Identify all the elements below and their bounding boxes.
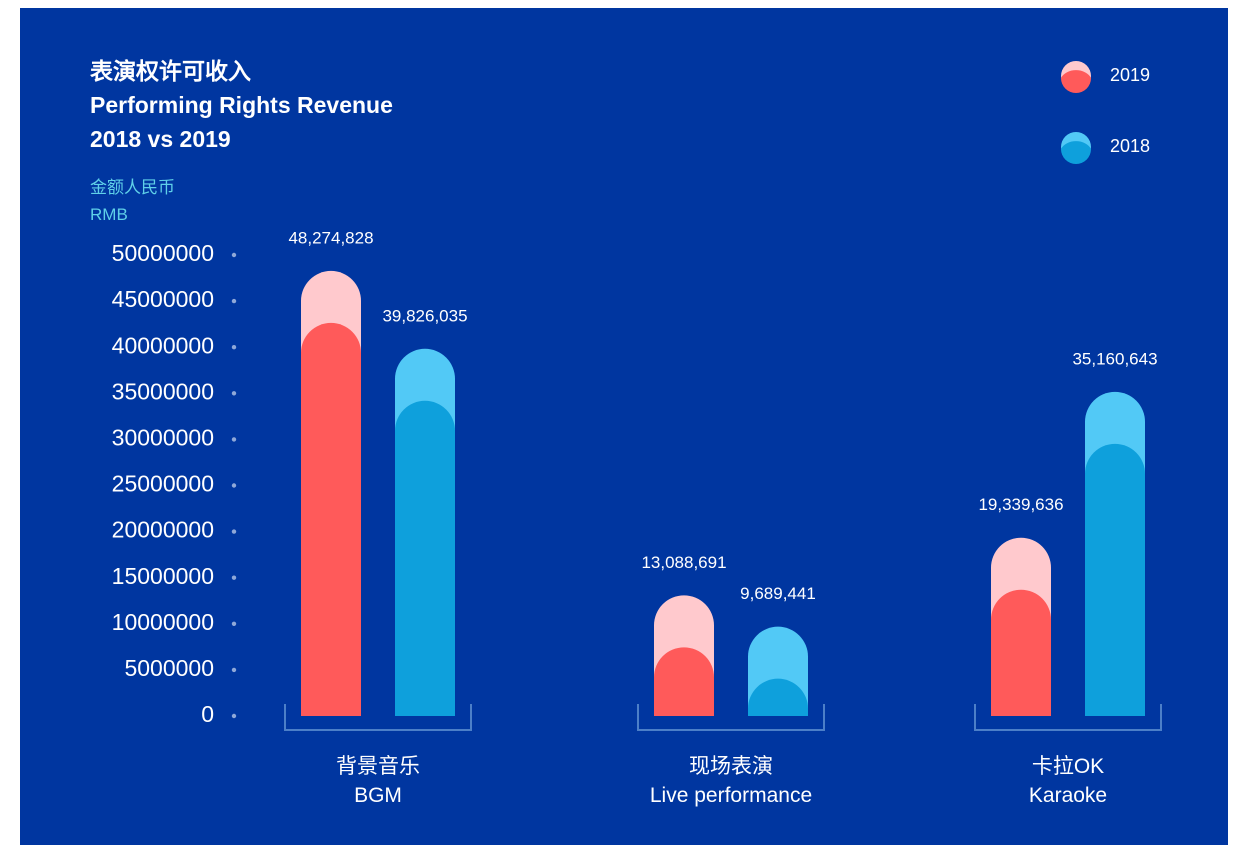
tick-mark [231, 575, 237, 580]
tick-mark [231, 483, 237, 488]
data-label: 9,689,441 [740, 584, 816, 603]
data-label: 48,274,828 [288, 228, 373, 247]
bar-body [748, 678, 808, 716]
y-tick-label: 30000000 [112, 424, 214, 450]
y-axis-label: 金额人民币 RMB [90, 178, 175, 224]
y-tick-label: 10000000 [112, 609, 214, 635]
tick-mark [231, 252, 237, 258]
x-tick-label: 背景音乐 BGM [336, 755, 420, 807]
y-tick-label: 5000000 [124, 655, 214, 681]
legend-swatch-body [1061, 141, 1091, 164]
legend-label: 2019 [1110, 65, 1150, 85]
tick-mark [231, 345, 237, 350]
y-tick-label: 45000000 [112, 286, 214, 312]
y-tick-label: 40000000 [112, 332, 214, 358]
bar-body [1085, 443, 1145, 716]
bar-body [654, 647, 714, 716]
tick-mark [231, 437, 237, 442]
group-bracket [284, 704, 472, 731]
y-tick-label: 0 [201, 701, 214, 727]
group-bracket [637, 704, 825, 731]
bar-body [301, 322, 361, 716]
y-tick-label: 20000000 [112, 517, 214, 543]
tick-mark [231, 529, 237, 534]
x-tick-label: 卡拉OK Karaoke [1028, 755, 1108, 807]
legend-label: 2018 [1110, 136, 1150, 156]
y-tick-label: 50000000 [112, 240, 214, 266]
data-label: 13,088,691 [641, 553, 726, 572]
tick-mark [231, 298, 237, 304]
y-tick-label: 25000000 [112, 471, 214, 497]
group-bracket [974, 704, 1162, 731]
bar-body [991, 589, 1051, 716]
y-tick-label: 35000000 [112, 378, 214, 404]
data-label: 19,339,636 [978, 495, 1063, 514]
tick-mark [231, 391, 237, 396]
y-tick-label: 15000000 [112, 563, 214, 589]
tick-mark [231, 621, 237, 626]
chart-title: 表演权许可收入 Performing Rights Revenue 2018 v… [90, 58, 393, 152]
data-label: 39,826,035 [382, 306, 467, 325]
bar-body [395, 400, 455, 716]
tick-mark [231, 667, 237, 673]
legend-swatch-body [1061, 70, 1091, 93]
data-label: 35,160,643 [1072, 349, 1157, 368]
tick-mark [231, 713, 237, 719]
x-tick-label: 现场表演 Live performance [649, 755, 813, 807]
